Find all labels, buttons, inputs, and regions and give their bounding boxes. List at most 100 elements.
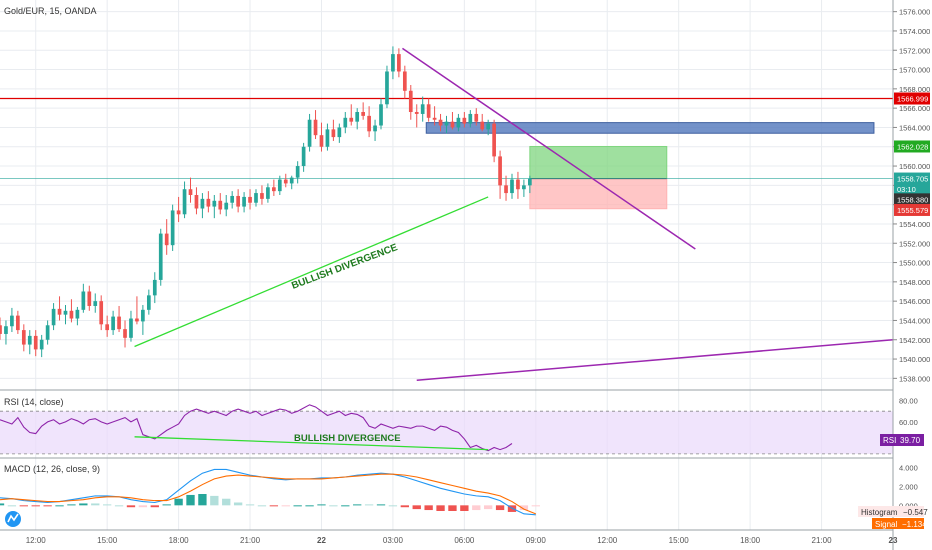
rsi-tick-label: 80.00 xyxy=(899,397,918,406)
candle xyxy=(224,202,229,210)
time-tick-label: 15:00 xyxy=(97,536,118,545)
candle xyxy=(373,125,377,132)
candle xyxy=(385,71,389,105)
candle xyxy=(146,295,151,310)
rsi-title: RSI (14, close) xyxy=(4,397,64,407)
candle xyxy=(242,196,246,207)
candle xyxy=(123,329,127,338)
candle xyxy=(248,196,252,203)
price-tick-label: 1552.000 xyxy=(899,239,930,248)
price-badge xyxy=(894,140,930,153)
macd-legend: Histogram −0.547 Signal −1.134 xyxy=(858,506,928,529)
candle xyxy=(522,185,526,190)
histogram-bar xyxy=(293,505,302,507)
candle xyxy=(39,339,44,350)
histogram-bar xyxy=(448,505,457,511)
price-tick-label: 1554.000 xyxy=(899,220,930,229)
candle xyxy=(141,309,145,322)
candle xyxy=(266,187,270,199)
macd-pane: 4.000 2.000 0.000 xyxy=(0,464,918,516)
candle xyxy=(468,113,473,124)
histogram-bar xyxy=(245,504,255,506)
candle xyxy=(51,308,56,326)
histogram-bar xyxy=(31,505,40,507)
candle xyxy=(295,166,300,178)
time-tick-label: 12:00 xyxy=(597,536,618,545)
candle xyxy=(426,104,431,118)
price-badge xyxy=(894,183,930,196)
time-tick-label: 06:00 xyxy=(454,536,475,545)
histogram-bar xyxy=(364,504,374,506)
histogram-bar xyxy=(162,504,171,506)
candle xyxy=(444,121,449,126)
trendline xyxy=(416,339,894,382)
candle xyxy=(105,324,110,331)
histogram-bar xyxy=(495,505,505,511)
histogram-bar xyxy=(341,505,350,507)
candle xyxy=(480,121,485,130)
price-badge xyxy=(894,193,930,206)
price-tick-label: 1550.000 xyxy=(899,259,930,268)
candle xyxy=(349,117,354,122)
price-tick-label: 1568.000 xyxy=(899,85,930,94)
candlesticks xyxy=(0,46,532,358)
candle xyxy=(164,233,169,246)
candle xyxy=(361,112,365,116)
candle xyxy=(337,127,342,138)
price-badge xyxy=(894,92,930,105)
candle xyxy=(438,119,443,126)
trendlines[interactable] xyxy=(134,47,894,382)
candle xyxy=(63,310,68,315)
price-tick-label: 1544.000 xyxy=(899,316,930,325)
rsi-badge: RSI 39.70 xyxy=(880,434,924,446)
histogram-bar xyxy=(126,505,136,508)
time-tick-label: 22 xyxy=(317,536,326,545)
candle xyxy=(391,54,395,72)
candle xyxy=(408,90,413,113)
signal-badge xyxy=(872,518,924,529)
price-tick-label: 1548.000 xyxy=(899,278,930,287)
trendline xyxy=(402,47,696,250)
histogram-bar xyxy=(484,505,493,510)
candle xyxy=(27,335,32,345)
histogram-bar xyxy=(257,505,267,507)
histogram-bar xyxy=(519,505,529,511)
histogram-bar xyxy=(329,505,338,507)
tradingview-logo-icon[interactable] xyxy=(5,511,21,527)
candle xyxy=(343,117,348,128)
histogram-bar xyxy=(269,505,279,507)
price-tick-label: 1542.000 xyxy=(899,336,930,345)
histogram-bar xyxy=(102,504,112,506)
candle xyxy=(158,233,163,280)
candle xyxy=(236,195,240,207)
price-badge-text: 1562.028 xyxy=(897,142,928,151)
histogram-bar xyxy=(222,498,231,506)
candle xyxy=(474,113,479,122)
price-tick-label: 1546.000 xyxy=(899,297,930,306)
price-tick-label: 1564.000 xyxy=(899,123,930,132)
candle xyxy=(33,335,38,350)
macd-tick-label: 2.000 xyxy=(899,482,918,491)
price-badge xyxy=(894,203,930,216)
candle xyxy=(206,198,211,207)
candle xyxy=(432,117,437,120)
macd-title: MACD (12, 26, close, 9) xyxy=(4,464,100,474)
signal-value: −1.134 xyxy=(902,520,927,529)
candle xyxy=(75,309,80,319)
candle xyxy=(87,291,92,306)
rsi-divergence-label: BULLISH DIVERGENCE xyxy=(294,433,401,444)
price-badge-text: 1566.999 xyxy=(897,95,928,104)
time-tick-label: 03:00 xyxy=(383,536,404,545)
candle xyxy=(170,210,175,246)
candle xyxy=(135,318,139,322)
time-tick-label: 23 xyxy=(889,536,898,545)
candle xyxy=(57,308,62,315)
candle xyxy=(456,117,461,128)
candle xyxy=(272,187,276,192)
candle xyxy=(16,315,20,331)
time-tick-label: 09:00 xyxy=(526,536,547,545)
candle xyxy=(254,193,258,203)
